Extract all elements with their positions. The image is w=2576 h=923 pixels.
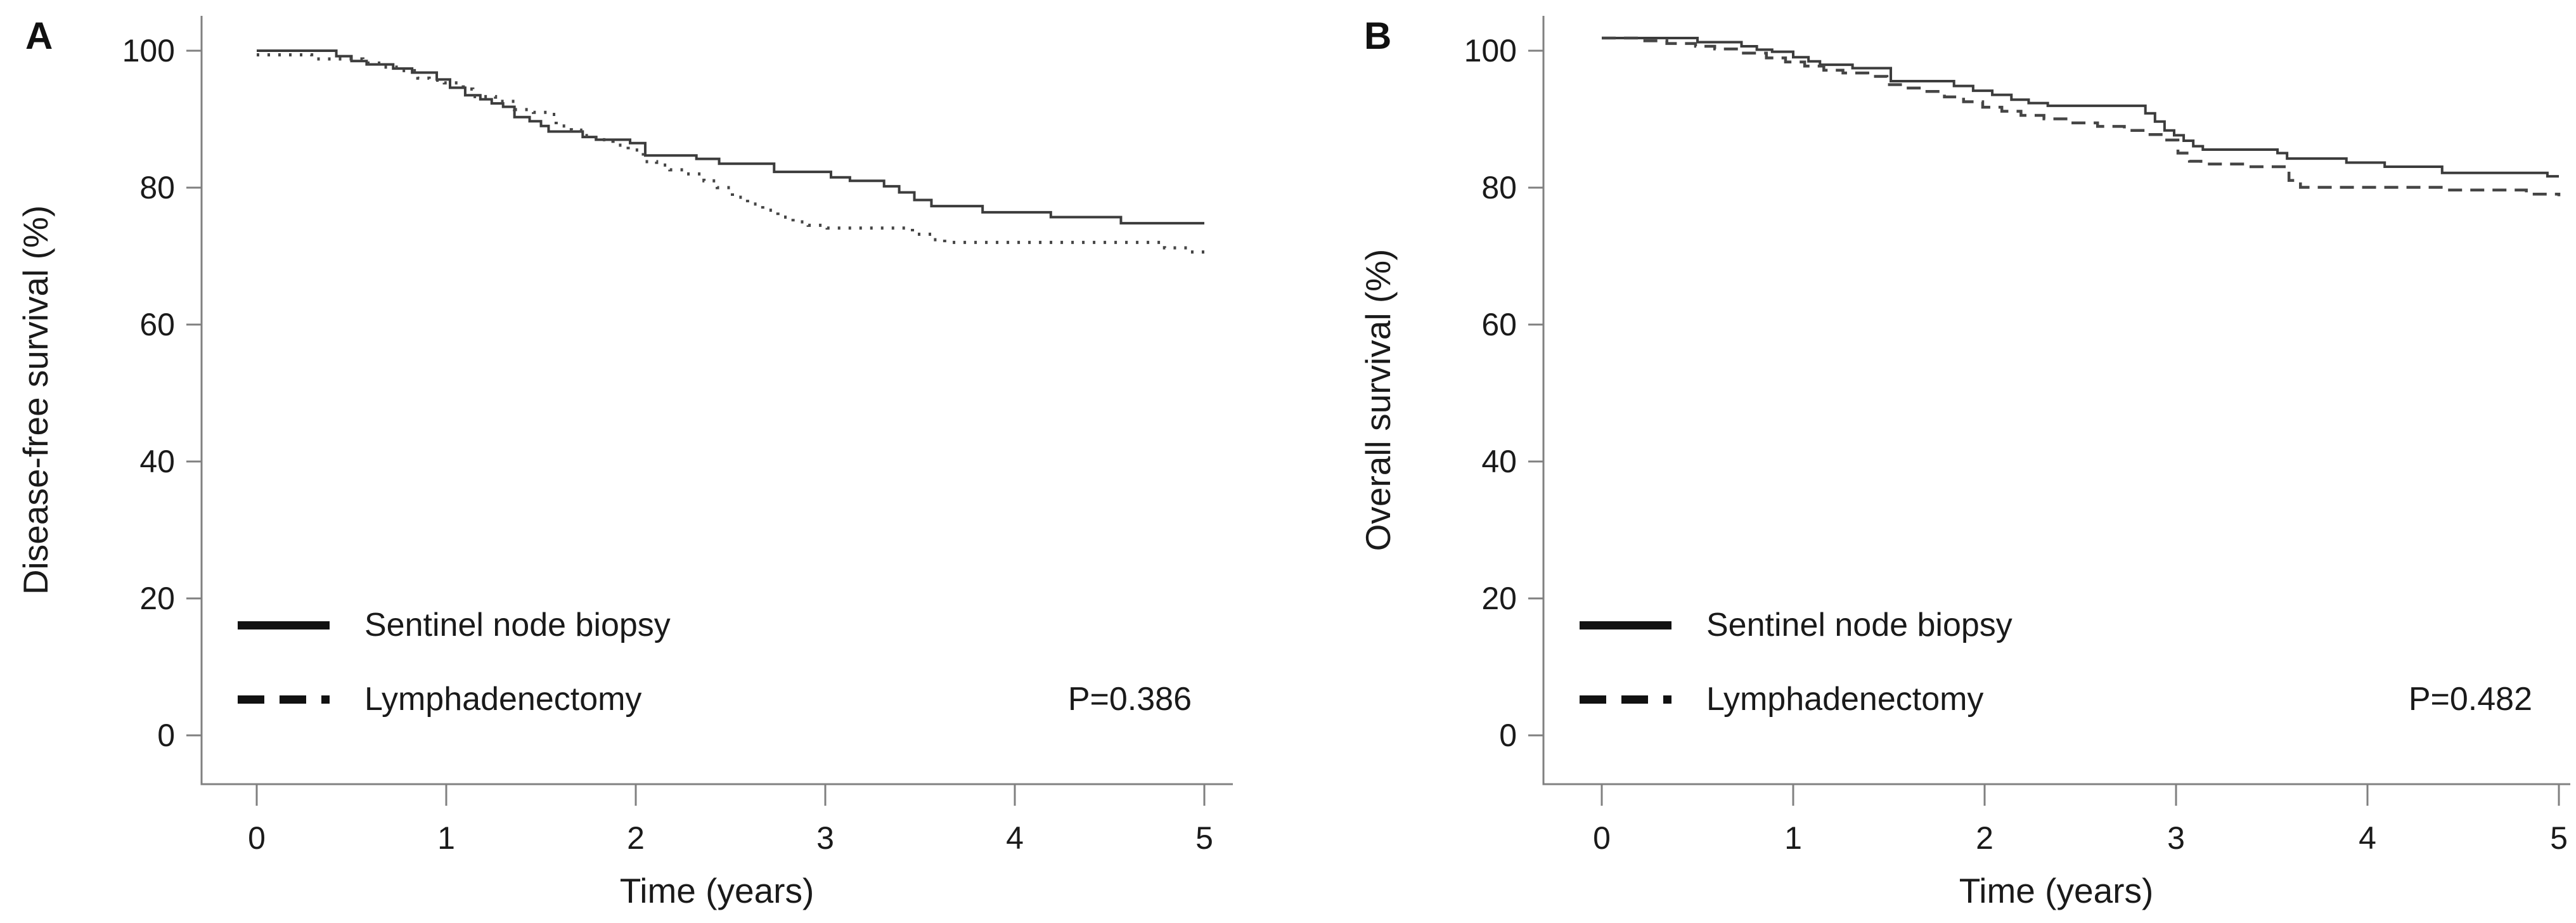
y-tick-label: 60 [139,307,175,342]
panel-b-p-value: P=0.482 [2408,681,2532,718]
x-tick-label: 4 [1006,820,1024,856]
panel-b-y-axis-title: Overall survival (%) [1358,248,1398,552]
x-tick-label: 2 [627,820,645,856]
x-tick-label: 1 [437,820,455,856]
y-tick-label: 40 [139,444,175,479]
axis-line [1542,16,2570,785]
solid-line-swatch-icon [238,621,330,629]
y-tick-label: 40 [1481,444,1517,479]
y-tick-label: 80 [1481,170,1517,205]
series-solid-curve [257,49,1204,225]
legend-label: Sentinel node biopsy [364,607,671,643]
panel-b-x-axis-title: Time (years) [1959,871,2154,910]
panel-a-letter: A [25,15,53,57]
x-tick-label: 4 [2359,820,2376,856]
panel-a-y-axis-title: Disease-free survival (%) [16,205,55,595]
x-tick-label: 3 [2167,820,2185,856]
legend-label: Lymphadenectomy [364,681,642,718]
x-tick-label: 0 [1593,820,1611,856]
legend-label: Sentinel node biopsy [1706,607,2012,643]
panel-a-legend-item-lymphadenectomy: Lymphadenectomy [238,680,641,719]
x-tick-label: 5 [1195,820,1213,856]
panel-b-legend-item-sentinel: Sentinel node biopsy [1580,605,2012,645]
panel-b-legend-item-lymphadenectomy: Lymphadenectomy [1580,680,1983,719]
x-tick-label: 3 [816,820,834,856]
series-dashed-curve [1602,36,2561,197]
x-tick-label: 1 [1784,820,1802,856]
panel-a-x-axis-title: Time (years) [619,871,815,910]
y-tick-label: 20 [139,581,175,616]
x-tick-label: 5 [2550,820,2568,856]
y-tick-label: 100 [122,33,175,68]
panel-a-legend-item-sentinel: Sentinel node biopsy [238,605,671,645]
dashed-line-swatch-icon [238,695,330,704]
solid-line-swatch-icon [1580,621,1671,629]
axis-line [200,16,1233,785]
panel-b-letter: B [1364,15,1392,57]
y-tick-label: 20 [1481,581,1517,616]
y-tick-label: 100 [1464,33,1517,68]
y-tick-label: 0 [1499,718,1517,753]
dashed-line-swatch-icon [1580,695,1671,704]
y-tick-label: 60 [1481,307,1517,342]
series-solid-curve [1602,37,2559,178]
y-tick-label: 0 [157,718,175,753]
x-tick-label: 0 [248,820,266,856]
series-dotted-curve [257,53,1204,254]
panel-a-p-value: P=0.386 [1067,681,1192,718]
legend-label: Lymphadenectomy [1706,681,1984,718]
x-tick-label: 2 [1976,820,1993,856]
y-tick-label: 80 [139,170,175,205]
